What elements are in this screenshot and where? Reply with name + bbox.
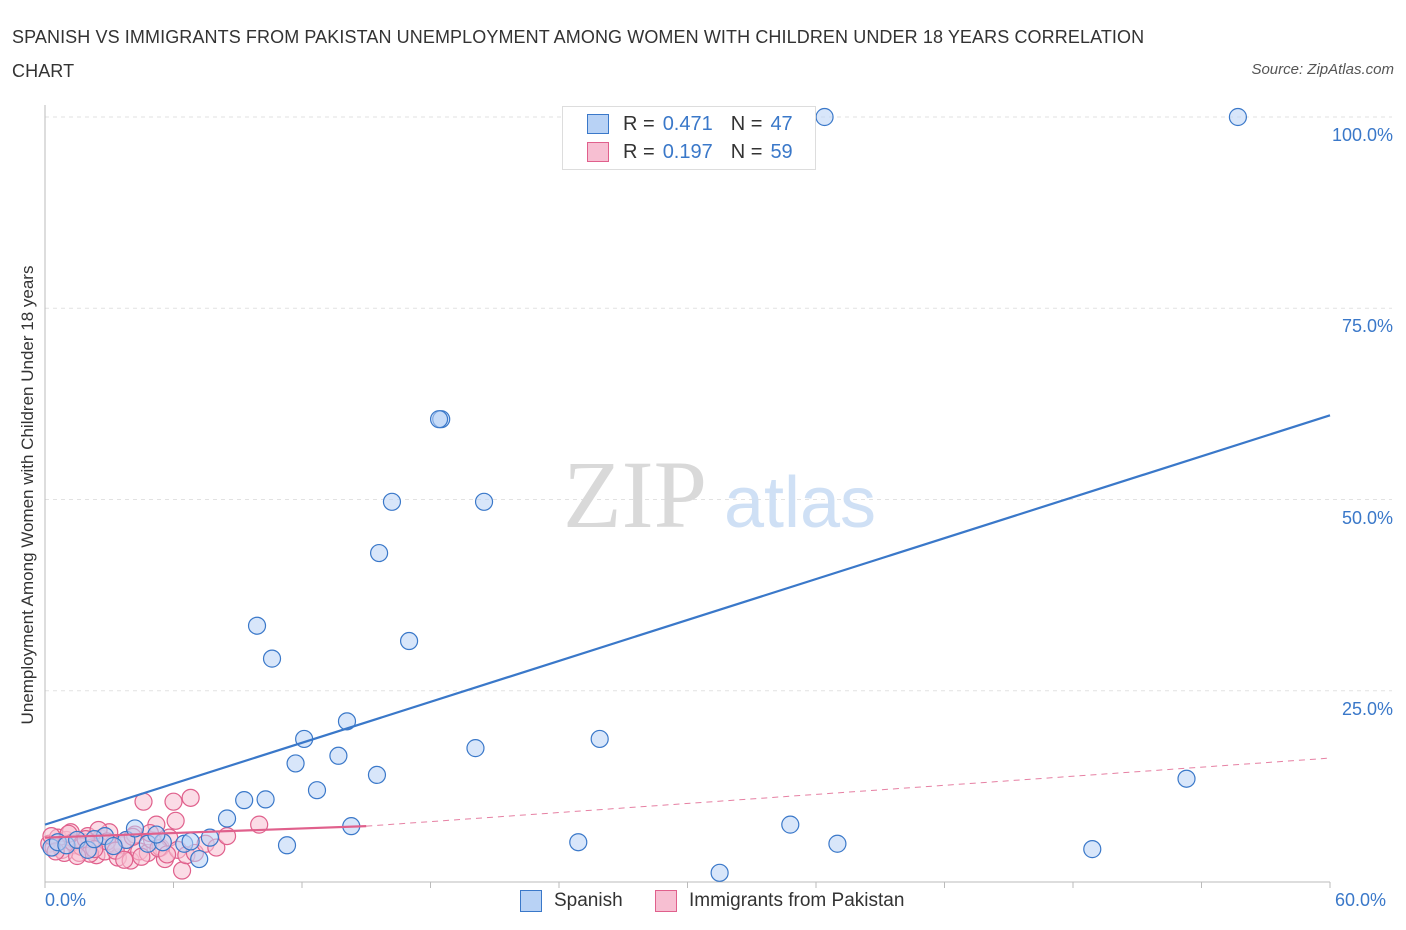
legend-item-spanish[interactable]: Spanish [520, 890, 623, 912]
spanish-point [217, 809, 237, 828]
spanish-point [104, 836, 123, 856]
spanish-point [370, 543, 389, 563]
pakistan-point [181, 788, 200, 807]
legend-r-value-spanish: 0.471 [662, 112, 713, 135]
legend-swatch-pakistan [655, 890, 677, 912]
legend-r-label: R = [623, 112, 655, 135]
series-legend: Spanish Immigrants from Pakistan [0, 890, 1406, 916]
spanish-point [329, 746, 348, 765]
spanish-point [262, 649, 282, 668]
spanish-point [277, 836, 297, 855]
spanish-point [85, 830, 104, 849]
spanish-point [569, 833, 588, 852]
spanish-point [256, 790, 275, 809]
pakistan-point [164, 792, 183, 811]
correlation-legend: R = 0.471 N = 47 R = 0.197 N = 59 [562, 106, 816, 170]
legend-n-value-spanish: 47 [770, 112, 793, 135]
legend-item-pakistan[interactable]: Immigrants from Pakistan [655, 890, 904, 912]
spanish-point [190, 849, 209, 869]
spanish-point [307, 781, 327, 800]
spanish-trend-line [44, 414, 1331, 826]
spanish-point [286, 754, 305, 773]
spanish-point [125, 819, 145, 838]
spanish-point [815, 107, 834, 127]
legend-n-value-pakistan: 59 [770, 140, 793, 163]
spanish-point [382, 492, 402, 511]
legend-row-pakistan: R = 0.197 N = 59 [587, 140, 793, 164]
legend-r-label: R = [623, 140, 655, 163]
legend-swatch-spanish [587, 114, 609, 134]
legend-swatch-spanish [520, 890, 542, 912]
legend-swatch-pakistan [587, 142, 609, 162]
watermark-atlas: atlas [724, 463, 876, 543]
pakistan-point [172, 861, 192, 880]
legend-n-label: N = [730, 112, 763, 135]
pakistan-trend-extension [366, 757, 1331, 827]
legend-r-value-pakistan: 0.197 [662, 140, 713, 163]
spanish-points [42, 107, 1248, 882]
spanish-point [710, 863, 729, 882]
pakistan-trend-line [44, 825, 367, 839]
spanish-point [1083, 840, 1102, 859]
chart-title: SPANISH VS IMMIGRANTS FROM PAKISTAN UNEM… [12, 27, 1145, 81]
legend-label-spanish: Spanish [554, 890, 623, 911]
spanish-point [367, 765, 387, 785]
spanish-point [828, 834, 847, 853]
x-tick-label-max: 60.0% [1335, 890, 1387, 910]
spanish-point [781, 815, 800, 834]
y-tick-label: 75.0% [1341, 316, 1393, 337]
legend-label-pakistan: Immigrants from Pakistan [689, 890, 905, 911]
spanish-point [200, 828, 220, 847]
pakistan-point [115, 850, 134, 869]
watermark: ZIP atlas [563, 441, 876, 548]
spanish-point [247, 616, 267, 635]
y-tick-label: 50.0% [1341, 507, 1393, 528]
spanish-point [1228, 107, 1248, 127]
watermark-zip: ZIP [563, 441, 707, 548]
pakistan-point [166, 811, 185, 830]
legend-n-label: N = [730, 140, 763, 163]
spanish-point [181, 832, 200, 851]
trend-lines [44, 414, 1331, 839]
spanish-point [235, 791, 254, 810]
y-axis-label: Unemployment Among Women with Children U… [18, 265, 37, 725]
grid-lines [45, 116, 1392, 692]
spanish-point [474, 492, 494, 511]
legend-row-spanish: R = 0.471 N = 47 [587, 112, 793, 136]
spanish-point [399, 631, 419, 651]
spanish-point [429, 410, 449, 429]
x-tick-label-min: 0.0% [45, 890, 87, 910]
y-tick-label: 25.0% [1341, 698, 1393, 719]
spanish-point [466, 739, 485, 758]
axes [44, 105, 1331, 888]
spanish-point [590, 729, 609, 749]
spanish-point [1177, 769, 1196, 788]
spanish-point [337, 712, 357, 731]
y-tick-label: 100.0% [1331, 125, 1393, 145]
chart-source: Source: ZipAtlas.com [1251, 61, 1394, 78]
